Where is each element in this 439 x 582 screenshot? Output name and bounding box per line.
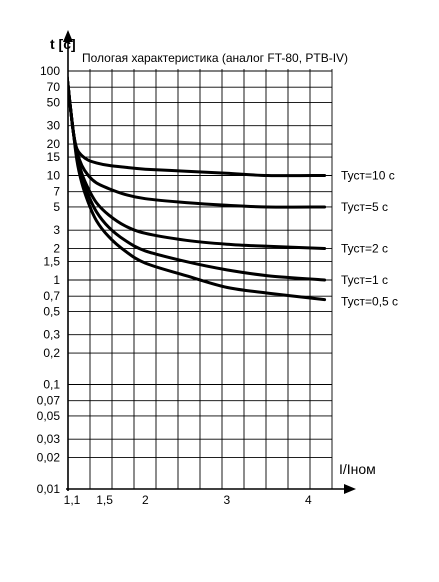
x-tick-labels: 1,1 1,5 2 3 4 bbox=[64, 493, 312, 507]
series-curve-0 bbox=[68, 72, 327, 178]
y-tick-label: 0,02 bbox=[37, 451, 61, 465]
x-tick-label: 1,5 bbox=[96, 493, 113, 507]
y-tick-label: 0,7 bbox=[43, 289, 60, 303]
y-tick-label: 0,03 bbox=[37, 432, 61, 446]
y-tick-label: 0,1 bbox=[43, 378, 60, 392]
y-tick-label: 1,5 bbox=[43, 255, 60, 269]
x-tick-label: 3 bbox=[224, 493, 231, 507]
series-label: Туст=0,5 с bbox=[341, 295, 398, 309]
chart-title: Пологая характеристика (аналог FT-80, PT… bbox=[82, 51, 348, 65]
series-curves bbox=[68, 72, 327, 302]
x-tick-label: 1,1 bbox=[64, 493, 81, 507]
y-tick-label: 15 bbox=[47, 150, 61, 164]
y-tick-label: 70 bbox=[47, 80, 61, 94]
y-tick-label: 1 bbox=[53, 273, 60, 287]
y-tick-label: 5 bbox=[53, 200, 60, 214]
y-tick-label: 0,07 bbox=[37, 394, 61, 408]
y-tick-label: 50 bbox=[47, 95, 61, 109]
y-tick-label: 100 bbox=[40, 64, 60, 78]
series-label: Туст=2 с bbox=[341, 242, 388, 256]
x-tick-label: 4 bbox=[305, 493, 312, 507]
series-label: Туст=10 с bbox=[341, 169, 395, 183]
y-tick-label: 3 bbox=[53, 223, 60, 237]
y-tick-label: 0,3 bbox=[43, 328, 60, 342]
y-tick-label: 10 bbox=[47, 169, 61, 183]
series-curve-1 bbox=[68, 72, 327, 209]
y-tick-label: 0,5 bbox=[43, 304, 60, 318]
y-tick-label: 30 bbox=[47, 119, 61, 133]
y-tick-label: 20 bbox=[47, 137, 61, 151]
y-tick-label: 0,01 bbox=[37, 482, 61, 496]
x-axis-title: I/Iном bbox=[339, 461, 376, 477]
series-curve-4 bbox=[68, 72, 327, 302]
y-tick-label: 0,05 bbox=[37, 409, 61, 423]
y-tick-label: 7 bbox=[53, 185, 60, 199]
series-label: Туст=5 с bbox=[341, 200, 388, 214]
series-label: Туст=1 с bbox=[341, 273, 388, 287]
y-axis-arrow bbox=[63, 30, 73, 42]
y-tick-label: 2 bbox=[53, 242, 60, 256]
y-tick-label: 0,2 bbox=[43, 346, 60, 360]
y-axis-title: t [c] bbox=[50, 36, 76, 52]
series-labels: Туст=10 с Туст=5 с Туст=2 с Туст=1 с Туст=0,… bbox=[341, 169, 398, 309]
x-tick-label: 2 bbox=[142, 493, 149, 507]
grid bbox=[67, 69, 333, 490]
axes bbox=[63, 30, 356, 494]
x-axis-arrow bbox=[344, 484, 356, 494]
